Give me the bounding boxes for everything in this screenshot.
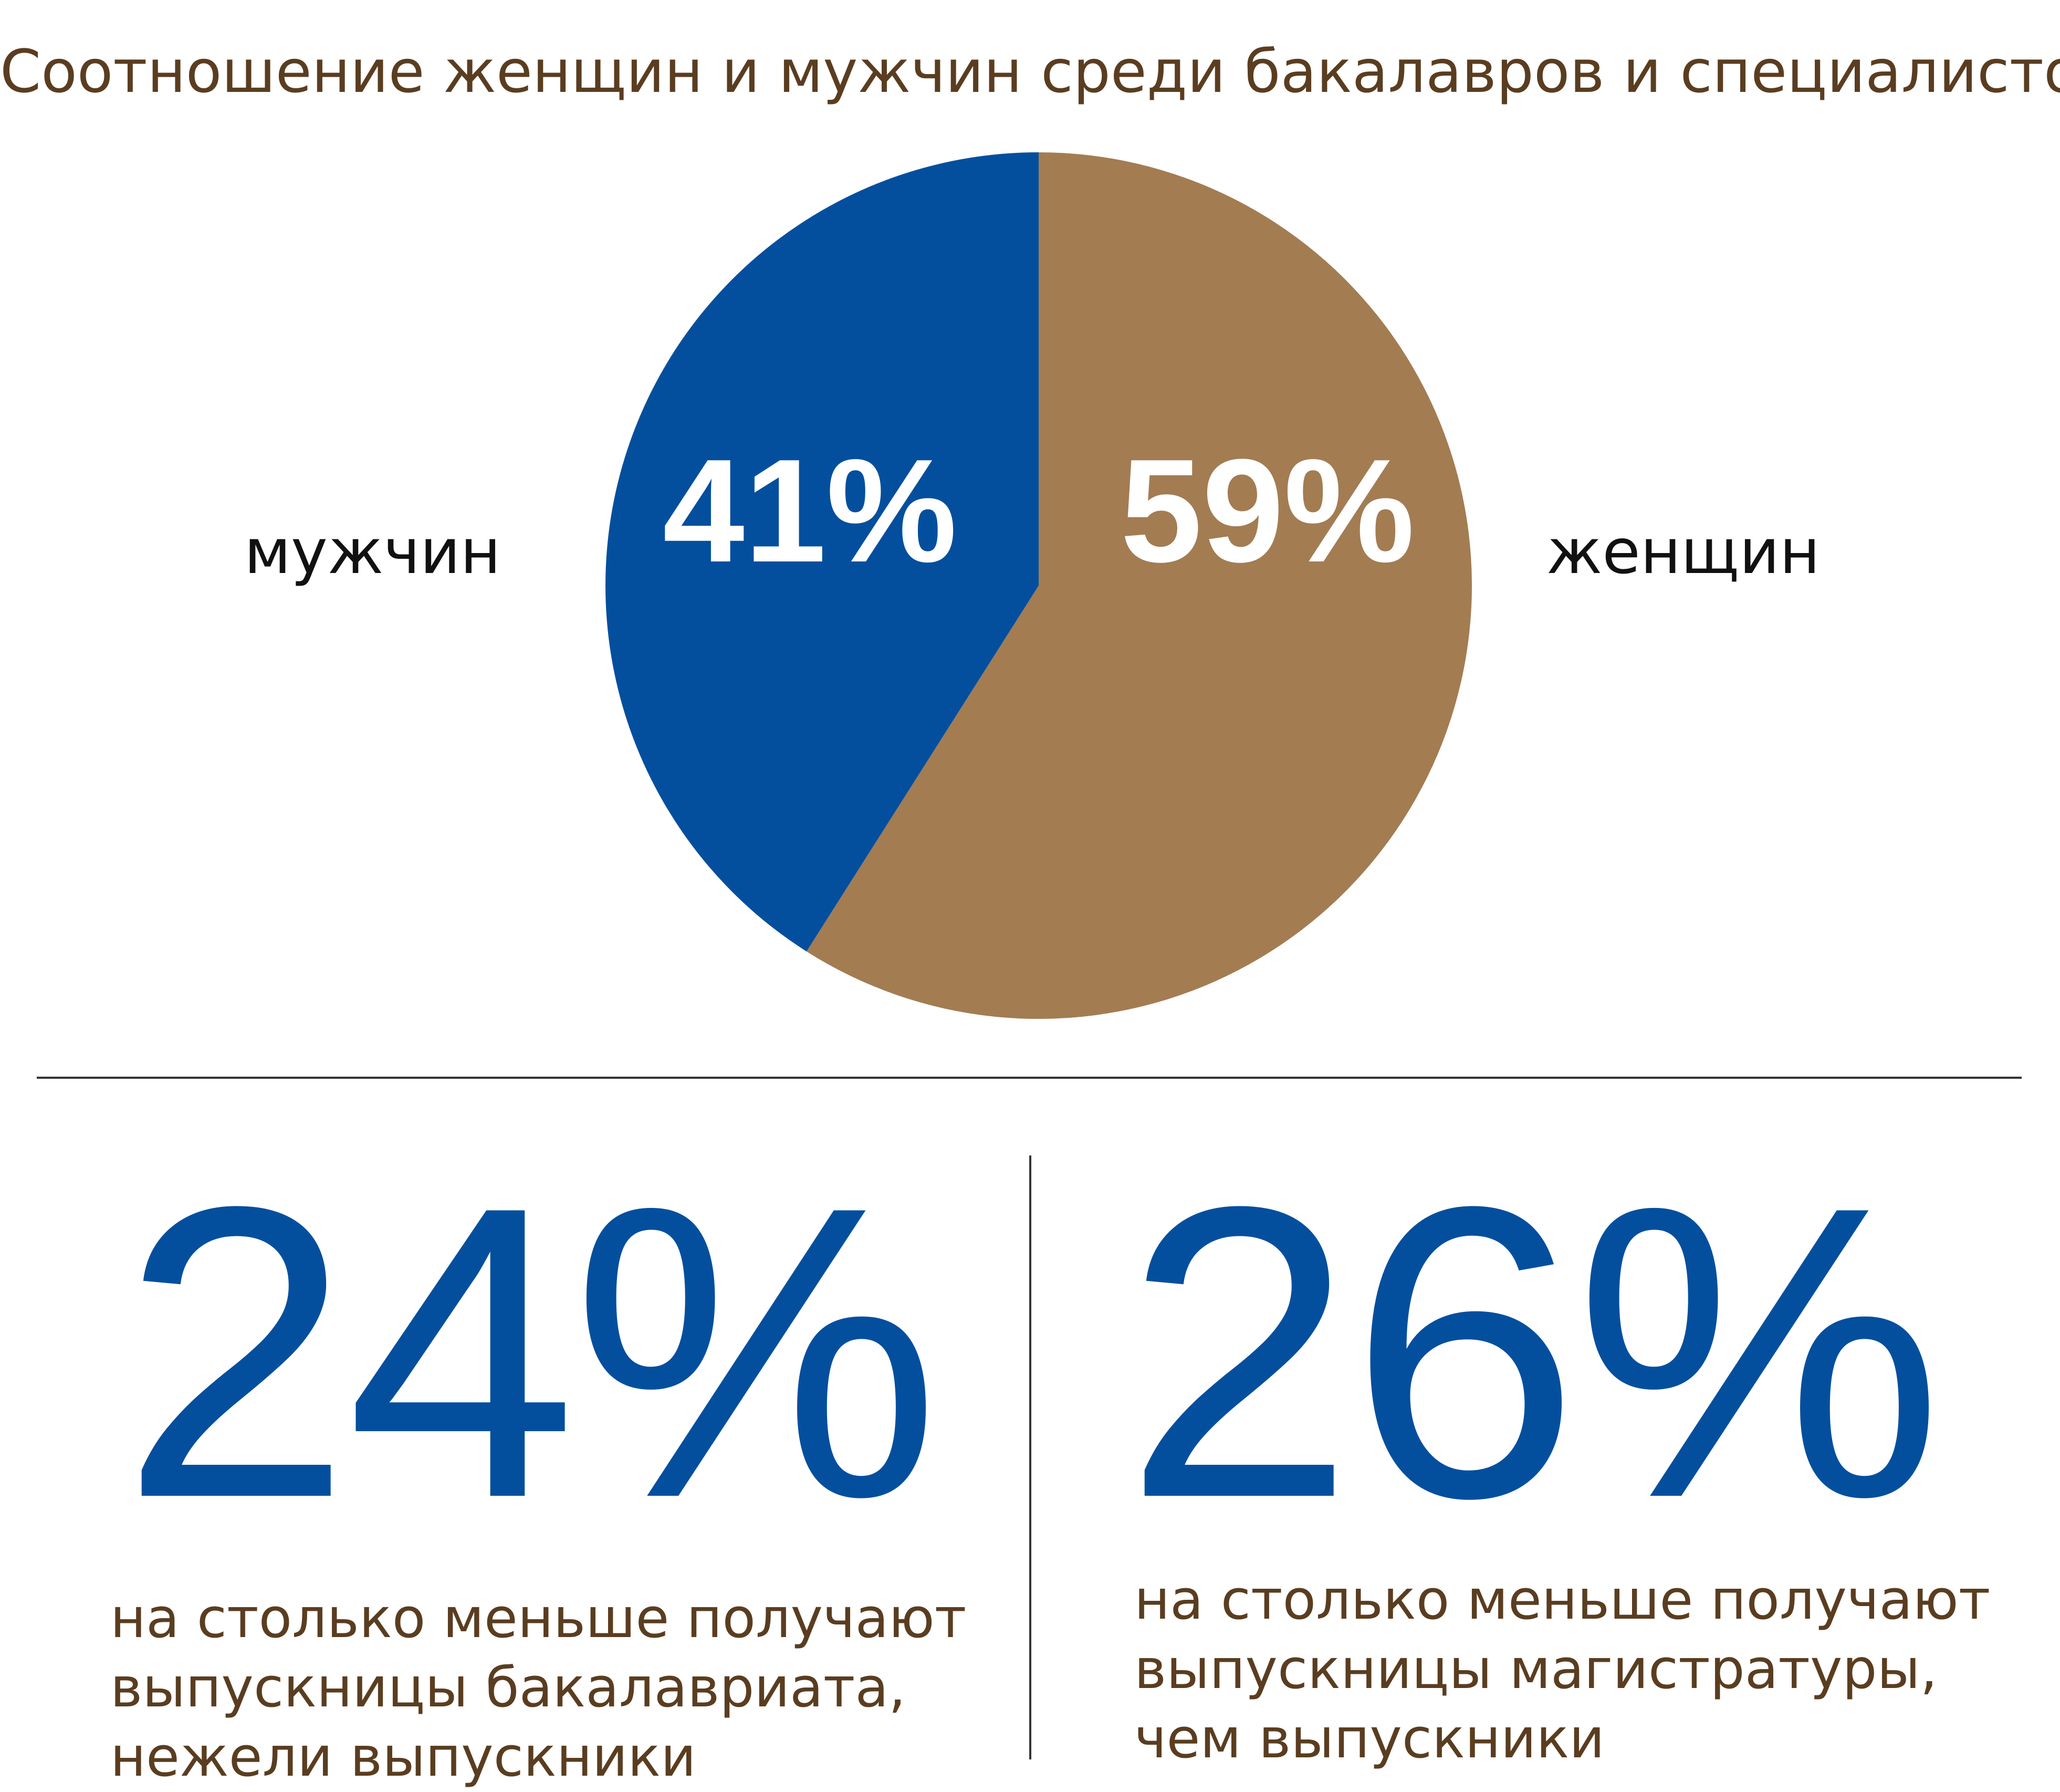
stat-master-gap: 26% на столько меньше получают выпускниц… — [1124, 1145, 1990, 1773]
chart-title: Соотношение женщин и мужчин среди бакала… — [0, 38, 2060, 106]
stat-description-master: на столько меньше получают выпускницы ма… — [1134, 1565, 1990, 1773]
pie-data-label-men: 41% — [663, 429, 957, 593]
stat-value-master: 26% — [1124, 1121, 1943, 1584]
pie-slice-women — [806, 152, 1472, 1019]
pie-slice-men — [605, 152, 1039, 952]
horizontal-divider — [37, 1077, 2022, 1079]
stat-line: на столько меньше получают — [110, 1586, 967, 1650]
pie-data-label-women: 59% — [1121, 429, 1415, 593]
legend-label-women: женщин — [1546, 515, 1821, 588]
stat-line: выпускницы магистратуры, — [1134, 1637, 1938, 1702]
pie-chart: 59% 41% — [605, 152, 1472, 1019]
stat-description-bachelor: на столько меньше получают выпускницы ба… — [110, 1583, 966, 1791]
stat-value-bachelor: 24% — [121, 1121, 940, 1584]
stat-line: нежели выпускники — [110, 1725, 696, 1789]
stat-line: на столько меньше получают — [1134, 1568, 1991, 1632]
vertical-divider — [1029, 1155, 1031, 1759]
stat-bachelor-gap: 24% на столько меньше получают выпускниц… — [110, 1121, 966, 1791]
stat-line: выпускницы бакалавриата, — [110, 1655, 906, 1720]
legend-label-men: мужчин — [244, 515, 501, 588]
stat-line: чем выпускники — [1134, 1706, 1605, 1771]
